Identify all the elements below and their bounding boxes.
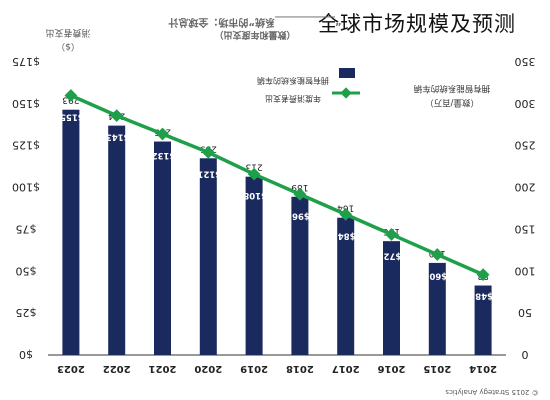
line-value-label: $96 — [292, 210, 310, 220]
line-point — [201, 146, 215, 159]
bar — [245, 176, 263, 355]
line-value-label: $132 — [152, 150, 176, 160]
line-value-label: $143 — [106, 132, 130, 142]
line-value-label: $72 — [384, 250, 402, 260]
bar — [337, 217, 355, 355]
left-tick-label: $100 — [12, 181, 40, 194]
x-tick-label: 2017 — [332, 363, 360, 374]
x-tick-label: 2016 — [378, 363, 406, 374]
line-path — [70, 93, 484, 277]
left-tick-label: $50 — [16, 264, 37, 277]
right-axis-unit: （数量/百万） — [425, 97, 479, 108]
x-tick-label: 2015 — [423, 363, 451, 374]
line-value-label: $48 — [475, 291, 493, 301]
bar — [428, 262, 446, 355]
line-point — [156, 127, 169, 141]
x-tick-label: 2019 — [240, 363, 268, 374]
bar-value-label: 189 — [291, 182, 308, 192]
legend-swatch-bars — [339, 68, 355, 78]
source-note: © 2015 Strategy Analytics — [445, 388, 539, 396]
line-point — [476, 268, 490, 281]
legend-label-line: 年度消费者支出 — [265, 94, 321, 104]
left-tick-label: $75 — [16, 222, 37, 235]
line-series: $155 $143 $132 $121 $108 $96 $84 $72 $60 $48 — [60, 89, 493, 301]
bar-value-label: 213 — [246, 162, 263, 172]
bar — [108, 125, 126, 355]
bar — [154, 141, 171, 355]
line-value-label: $84 — [338, 230, 356, 240]
line-value-label: $60 — [429, 271, 447, 281]
overlay-title: 全球市场规模及预测 — [318, 12, 516, 36]
chart-subtitle: （数量和年度支出） — [214, 29, 295, 41]
x-tick-label: 2018 — [286, 363, 314, 374]
right-tick-label: 250 — [515, 139, 536, 152]
bar — [62, 109, 80, 356]
bar — [474, 285, 492, 355]
axes: $0 $25 $50 $75 $100 $125 $150 $175 0 50 100 150 200 2… — [12, 55, 536, 374]
left-tick-label: $150 — [12, 97, 40, 110]
bar — [383, 241, 400, 355]
right-tick-label: 0 — [522, 348, 529, 361]
right-tick-label: 100 — [515, 264, 536, 277]
x-tick-label: 2021 — [149, 363, 177, 374]
chart-title: “____________系统”的市场：全球总计 — [168, 16, 341, 29]
right-axis-label: 拥有智能系统的车辆 — [413, 83, 490, 94]
right-tick-label: 300 — [515, 97, 536, 110]
left-axis-unit: （$） — [56, 41, 80, 52]
x-tick-label: 2020 — [194, 363, 222, 374]
chart-header: “____________系统”的市场：全球总计（数量和年度支出） 消费者支出 （$… — [45, 16, 538, 396]
x-tick-label: 2022 — [103, 363, 131, 374]
left-axis-label: 消费者支出 — [45, 27, 90, 39]
x-tick-label: 2023 — [57, 363, 85, 374]
right-tick-label: 50 — [518, 306, 532, 319]
left-tick-label: $175 — [12, 55, 40, 68]
line-value-label: $121 — [197, 168, 221, 178]
left-tick-label: $125 — [12, 139, 40, 152]
bar — [291, 196, 309, 355]
bar-value-label: 164 — [337, 203, 354, 213]
right-tick-label: 150 — [515, 222, 536, 235]
right-tick-label: 350 — [515, 55, 536, 68]
right-tick-label: 200 — [515, 181, 536, 194]
legend-label-bars: 拥有智能系统的车辆 — [257, 76, 329, 86]
line-point — [339, 207, 353, 221]
line-value-label: $108 — [243, 190, 267, 200]
legend-marker-line — [340, 87, 352, 99]
left-tick-label: $0 — [19, 348, 33, 361]
left-tick-label: $25 — [16, 306, 37, 319]
line-point — [247, 167, 261, 181]
x-tick-label: 2014 — [469, 363, 497, 374]
line-point — [293, 187, 307, 201]
bar — [199, 158, 217, 355]
line-value-label: $155 — [60, 111, 84, 121]
line-point — [385, 228, 398, 241]
